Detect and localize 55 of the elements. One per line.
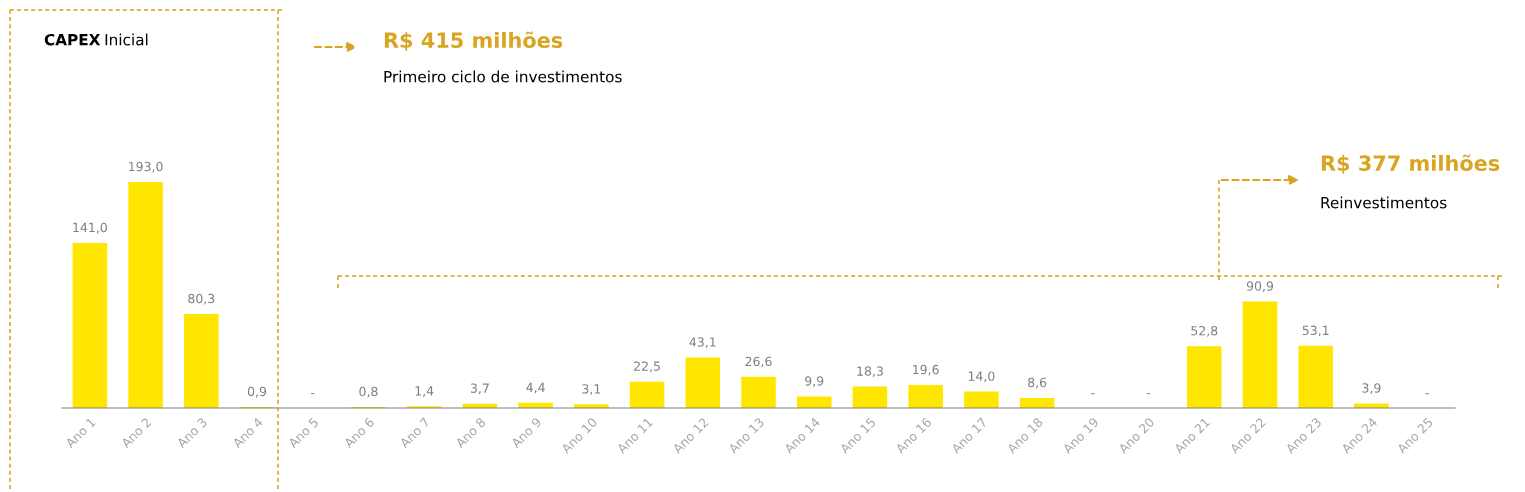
x-tick-label: Ano 9: [510, 417, 542, 449]
x-tick-label: Ano 4: [231, 417, 264, 449]
x-tick-label: Ano 8: [454, 417, 487, 449]
data-label: -: [311, 393, 315, 395]
data-label: 19,6: [913, 364, 939, 376]
data-label: 3,9: [1362, 383, 1381, 394]
data-label: 43,1: [689, 337, 716, 349]
x-tick-label: Ano 24: [1340, 416, 1378, 455]
data-label: 52,8: [1191, 325, 1218, 337]
x-tick-label: Ano 22: [1229, 417, 1266, 455]
data-label: 0,9: [247, 386, 267, 398]
data-label: -: [1091, 393, 1095, 395]
data-label: 8,6: [1028, 377, 1047, 389]
annotation: Reinvestimentos: [1321, 196, 1447, 209]
x-tick-label: Ano 18: [1006, 417, 1044, 455]
x-tick-label: Ano 15: [839, 417, 877, 455]
x-tick-label: Ano 20: [1117, 417, 1155, 455]
x-tick-label: Ano 17: [950, 417, 988, 455]
x-tick-label: Ano 6: [343, 417, 375, 449]
data-label: 22,5: [634, 361, 660, 373]
text: R$ 377 milhões: [1321, 154, 1500, 174]
x-tick-label: Ano 1: [64, 417, 96, 449]
data-label: -: [1425, 393, 1429, 395]
text: R$ 415 milhões: [384, 31, 563, 51]
data-label: 3,1: [582, 384, 601, 395]
x-tick-label: Ano 2: [120, 417, 152, 449]
x-tick-label: Ano 7: [399, 417, 431, 449]
data-label: -: [1146, 393, 1151, 395]
data-label: 14,0: [968, 371, 995, 383]
x-tick-label: Ano 19: [1061, 417, 1100, 455]
data-label: 90,9: [1246, 281, 1274, 293]
x-tick-label: Ano 23: [1284, 417, 1322, 455]
x-tick-label: Ano 10: [560, 417, 598, 455]
data-label: 3,7: [470, 383, 489, 395]
x-tick-label: Ano 14: [783, 417, 821, 455]
data-label: 80,3: [188, 293, 215, 305]
data-label: 26,6: [745, 356, 772, 368]
x-tick-label: Ano 21: [1173, 417, 1211, 455]
data-label: 193,0: [129, 161, 163, 173]
x-tick-label: Ano 25: [1396, 417, 1434, 455]
data-label: 18,3: [857, 366, 883, 378]
data-label: 1,4: [415, 386, 434, 397]
x-tick-label: Ano 5: [287, 417, 319, 449]
text: CAPEX Inicial: [44, 33, 148, 46]
x-tick-label: Ano 12: [671, 417, 709, 455]
x-tick-label: Ano 16: [894, 417, 932, 455]
x-tick-label: Ano 13: [727, 417, 765, 455]
data-label: 53,1: [1302, 325, 1329, 337]
data-label: 0,8: [359, 386, 378, 398]
x-tick-label: Ano 3: [176, 417, 208, 449]
data-label: 141,0: [73, 222, 107, 234]
text: Primeiro ciclo de investimentos: [384, 70, 622, 83]
data-label: 4,4: [526, 382, 545, 394]
x-tick-label: Ano 11: [616, 417, 654, 455]
data-label: 9,9: [805, 376, 824, 387]
